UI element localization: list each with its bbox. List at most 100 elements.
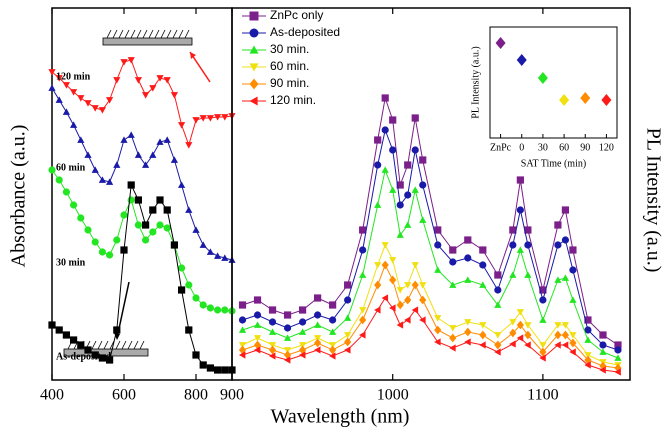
x-tick-label: 900 (220, 387, 244, 404)
marker (539, 286, 547, 294)
marker (569, 246, 577, 254)
marker (494, 348, 501, 356)
marker (48, 69, 56, 76)
marker (434, 338, 441, 346)
marker (561, 206, 570, 214)
curve-label: 30 min (56, 257, 86, 268)
marker (411, 146, 419, 154)
marker (419, 295, 427, 305)
marker (479, 261, 487, 269)
marker (419, 282, 427, 289)
marker (516, 246, 524, 253)
legend-marker (249, 63, 259, 72)
marker (381, 94, 389, 102)
marker (396, 201, 404, 209)
marker (381, 242, 389, 249)
marker (449, 333, 457, 343)
marker (127, 57, 135, 64)
marker (434, 315, 442, 322)
marker (199, 115, 207, 122)
marker (404, 161, 412, 169)
marker (314, 321, 322, 328)
inset-x-title: SAT Time (min) (521, 158, 586, 169)
marker (55, 75, 63, 82)
marker (389, 275, 397, 285)
marker (516, 176, 524, 184)
series-line (51, 87, 233, 261)
marker (464, 236, 472, 244)
marker (396, 287, 404, 294)
marker (396, 321, 404, 329)
marker (614, 368, 621, 376)
marker (554, 322, 562, 329)
marker (329, 345, 337, 355)
marker (314, 335, 322, 342)
marker (268, 318, 277, 326)
marker (238, 316, 247, 324)
marker (404, 316, 411, 324)
marker (70, 201, 78, 209)
marker (314, 338, 322, 348)
legend-label: 60 min. (270, 59, 309, 73)
marker (539, 347, 547, 357)
marker (569, 296, 577, 303)
marker (411, 114, 419, 122)
marker (434, 241, 442, 249)
marker (509, 328, 517, 338)
marker (449, 344, 456, 352)
marker (77, 95, 85, 102)
marker (374, 201, 382, 208)
marker (298, 306, 307, 314)
point (601, 94, 612, 106)
marker (91, 166, 99, 173)
marker (185, 142, 193, 149)
marker (479, 322, 487, 329)
marker (178, 286, 186, 294)
marker (214, 306, 222, 314)
marker (178, 122, 186, 129)
marker (185, 206, 193, 213)
marker (614, 346, 622, 354)
marker (55, 96, 63, 103)
marker (411, 186, 419, 193)
marker (479, 281, 487, 288)
marker (381, 294, 389, 302)
marker (170, 156, 178, 163)
marker (584, 352, 592, 359)
marker (434, 266, 442, 273)
marker (120, 59, 128, 66)
marker (127, 181, 135, 189)
marker (464, 254, 472, 262)
marker (84, 226, 92, 234)
marker (569, 338, 577, 348)
marker (84, 346, 92, 354)
inset-frame (489, 26, 618, 139)
marker (253, 340, 262, 350)
marker (298, 351, 306, 359)
marker (381, 166, 389, 173)
marker (539, 342, 547, 349)
marker (283, 334, 292, 341)
marker (98, 248, 106, 256)
series-line (242, 168, 619, 359)
marker (48, 84, 56, 91)
marker (329, 328, 337, 335)
marker (524, 241, 532, 249)
marker (91, 351, 99, 359)
x-axis-title: Wavelength (nm) (271, 406, 410, 428)
marker (199, 361, 207, 369)
marker (199, 241, 207, 248)
marker (329, 316, 337, 324)
legend-label: As-deposited (270, 25, 340, 39)
legend-label: 90 min. (270, 76, 309, 90)
marker (298, 342, 307, 349)
marker (329, 352, 336, 360)
inset-y-title: PL Intensity (a.u.) (470, 46, 481, 118)
marker (396, 231, 404, 238)
marker (389, 186, 397, 193)
marker (62, 331, 70, 339)
marker (554, 330, 562, 340)
plot-frame (231, 7, 631, 381)
marker (359, 331, 366, 339)
marker (449, 246, 457, 254)
